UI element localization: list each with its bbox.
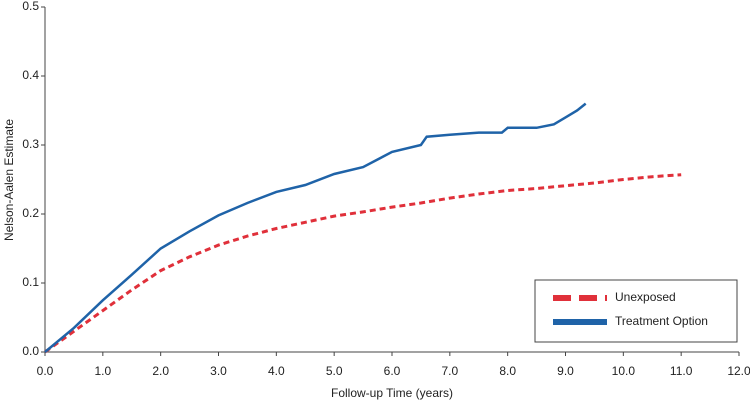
series-line xyxy=(44,102,587,353)
x-tick-label: 9.0 xyxy=(557,364,574,378)
y-tick-label: 0.4 xyxy=(22,68,39,82)
x-tick-label: 0.0 xyxy=(37,364,54,378)
x-tick-label: 5.0 xyxy=(326,364,343,378)
x-tick-label: 10.0 xyxy=(612,364,636,378)
x-tick-label: 2.0 xyxy=(152,364,169,378)
series-line xyxy=(44,173,682,354)
y-tick-label: 0.2 xyxy=(22,206,39,220)
y-tick-label: 0.3 xyxy=(22,137,39,151)
x-axis-label: Follow-up Time (years) xyxy=(331,386,453,400)
legend-box xyxy=(534,279,738,343)
legend: Unexposed Treatment Option xyxy=(534,279,738,343)
y-tick-label: 0.0 xyxy=(22,344,39,358)
x-tick-label: 12.0 xyxy=(727,364,750,378)
y-tick-label: 0.5 xyxy=(22,0,39,13)
x-tick-label: 11.0 xyxy=(670,364,693,378)
x-tick-label: 1.0 xyxy=(94,364,111,378)
y-tick-label: 0.1 xyxy=(22,275,39,289)
x-tick-label: 3.0 xyxy=(210,364,227,378)
x-tick-label: 4.0 xyxy=(268,364,285,378)
legend-label: Unexposed xyxy=(615,290,676,304)
legend-label: Treatment Option xyxy=(615,314,708,328)
x-tick-label: 7.0 xyxy=(441,364,458,378)
y-axis-label: Nelson-Aalen Estimate xyxy=(2,119,16,241)
x-tick-label: 6.0 xyxy=(384,364,401,378)
x-tick-label: 8.0 xyxy=(499,364,516,378)
